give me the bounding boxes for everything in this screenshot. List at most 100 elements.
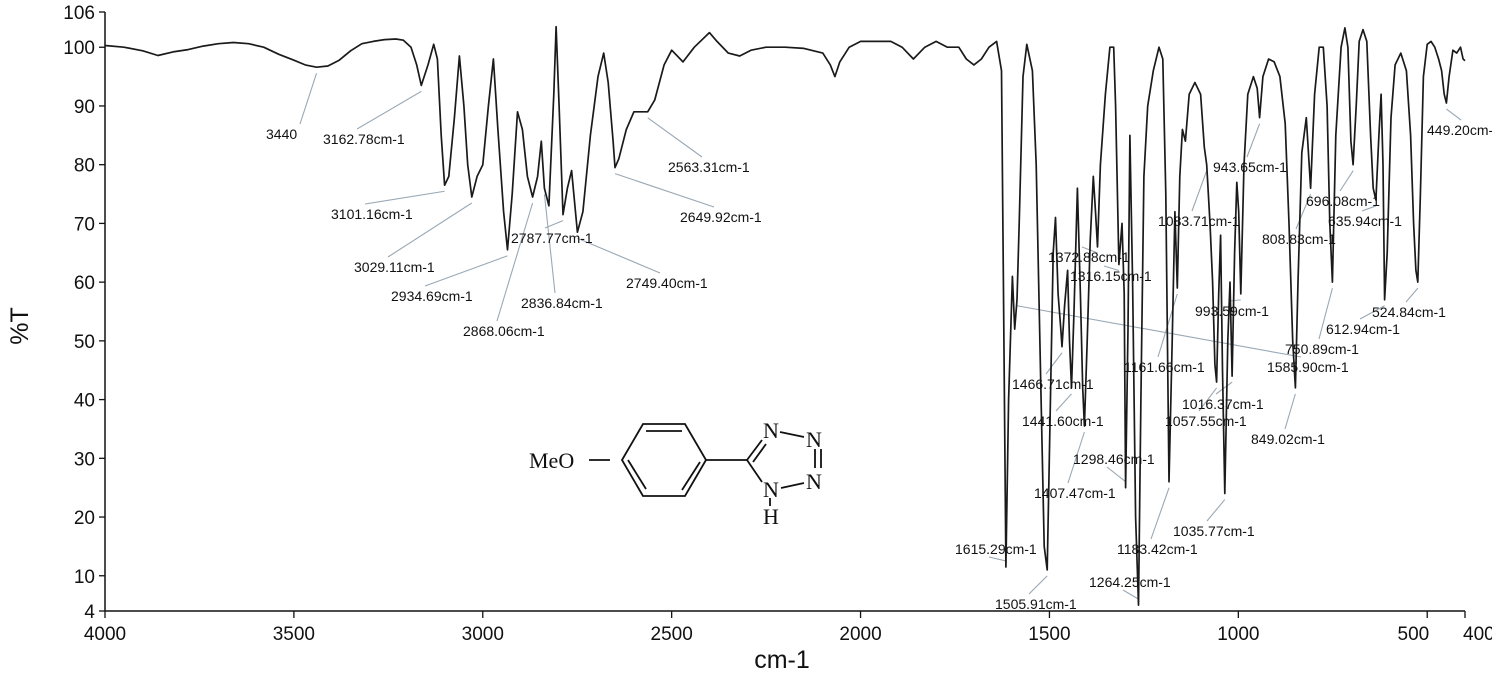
y-tick-label: 4 xyxy=(84,602,95,623)
peak-label: 2649.92cm-1 xyxy=(680,209,762,225)
peak-leader xyxy=(544,220,564,229)
x-tick-label: 2000 xyxy=(839,624,881,645)
y-axis-title: %T xyxy=(6,307,34,345)
peak-label: 1035.77cm-1 xyxy=(1173,523,1255,539)
peak-label: 750.89cm-1 xyxy=(1285,341,1359,357)
peak-label: 696.08cm-1 xyxy=(1306,193,1380,209)
peak-leader xyxy=(1446,108,1462,121)
x-tick-label: 1500 xyxy=(1028,624,1070,645)
peak-leader xyxy=(1106,466,1126,483)
peak-leader xyxy=(1045,352,1063,375)
peak-label: 1161.66cm-1 xyxy=(1124,359,1205,375)
x-tick-label: 3500 xyxy=(273,624,315,645)
peak-leader xyxy=(1284,393,1296,430)
peak-label: 2749.40cm-1 xyxy=(626,275,708,291)
peak-leader xyxy=(1405,287,1419,303)
peak-leader xyxy=(1359,305,1385,320)
peak-label: 1505.91cm-1 xyxy=(995,596,1077,612)
peak-leader xyxy=(387,202,473,258)
peak-label: 524.84cm-1 xyxy=(1372,304,1446,320)
peak-leader xyxy=(1198,387,1218,412)
peak-leader xyxy=(299,73,318,125)
y-tick-label: 70 xyxy=(74,214,95,235)
peak-label: 1615.29cm-1 xyxy=(955,541,1037,557)
peak-label: 849.02cm-1 xyxy=(1251,431,1325,447)
y-tick-label: 106 xyxy=(63,3,95,24)
peak-label: 2787.77cm-1 xyxy=(511,230,593,246)
peak-leader xyxy=(1103,265,1120,272)
peak-label: 1057.55cm-1 xyxy=(1165,413,1247,429)
x-axis-title: cm-1 xyxy=(754,646,810,674)
benzene-ring xyxy=(620,423,708,497)
y-tick-label: 90 xyxy=(74,97,95,118)
x-tick-label: 500 xyxy=(1398,624,1430,645)
peak-label: 1016.37cm-1 xyxy=(1182,396,1264,412)
peak-label: 1264.25cm-1 xyxy=(1089,574,1171,590)
peak-leader xyxy=(1295,193,1312,230)
peak-label: 2868.06cm-1 xyxy=(463,323,545,339)
n-atom-2: N xyxy=(806,427,822,452)
x-tick-label: 4000 xyxy=(84,624,126,645)
peak-label: 2836.84cm-1 xyxy=(521,295,603,311)
nh-atom: N xyxy=(763,477,779,502)
y-tick-label: 10 xyxy=(74,567,95,588)
peak-leader xyxy=(1318,287,1333,340)
peak-leader xyxy=(1055,393,1072,412)
peak-leader xyxy=(1206,499,1226,522)
y-tick-label: 80 xyxy=(74,156,95,177)
peak-leader xyxy=(1246,123,1261,158)
peak-label: 1585.90cm-1 xyxy=(1267,359,1349,375)
n-atom-3: N xyxy=(806,469,822,494)
structure-labels: MeO N N N N H xyxy=(529,418,822,529)
peak-label: 3101.16cm-1 xyxy=(331,206,413,222)
y-tick-label: 20 xyxy=(74,508,95,529)
peak-labels: 3440 3162.78cm-1 3101.16cm-1 3029.11cm-1 293… xyxy=(266,122,1492,612)
peak-leader xyxy=(364,190,445,205)
peak-leader xyxy=(1067,431,1085,484)
peak-label: 3029.11cm-1 xyxy=(354,259,435,275)
peak-label: 1372.88cm-1 xyxy=(1048,249,1130,265)
peak-label: 993.59cm-1 xyxy=(1195,303,1269,319)
methoxy-label: MeO xyxy=(529,448,574,473)
peak-leader xyxy=(1191,170,1208,212)
peak-leader xyxy=(543,194,556,294)
peak-label: 1466.71cm-1 xyxy=(1012,376,1094,392)
peak-leader xyxy=(988,556,1007,562)
peak-label: 612.94cm-1 xyxy=(1326,321,1400,337)
x-tick-label: 3000 xyxy=(462,624,504,645)
peak-label: 1083.71cm-1 xyxy=(1158,213,1240,229)
tetrazole-structure xyxy=(589,423,822,506)
spectrum-line xyxy=(104,25,1466,606)
peak-leader xyxy=(577,237,661,274)
peak-label: 943.65cm-1 xyxy=(1213,159,1287,175)
y-tick-label: 30 xyxy=(74,449,95,470)
peak-leader xyxy=(1339,170,1354,192)
peak-label: 1298.46cm-1 xyxy=(1073,451,1155,467)
y-tick-label: 40 xyxy=(74,391,95,412)
peak-label: 808.83cm-1 xyxy=(1262,231,1336,247)
y-tick-label: 100 xyxy=(63,38,95,59)
peak-leader xyxy=(424,255,508,287)
peak-leader xyxy=(1122,589,1139,600)
peak-label: 1316.15cm-1 xyxy=(1070,268,1152,284)
h-atom: H xyxy=(763,504,779,529)
x-ticks: 4000 3500 3000 2500 2000 1500 1000 500 400 xyxy=(84,611,1492,645)
peak-leader xyxy=(356,90,422,130)
peak-leader xyxy=(1361,205,1377,212)
peak-label: 1407.47cm-1 xyxy=(1034,485,1116,501)
peak-leader xyxy=(1215,381,1233,395)
peak-label: 1183.42cm-1 xyxy=(1117,541,1198,557)
peak-leader xyxy=(1028,575,1048,595)
peak-leader xyxy=(496,202,534,322)
x-tick-label: 400 xyxy=(1463,624,1492,645)
x-tick-label: 2500 xyxy=(651,624,693,645)
peak-leader xyxy=(647,117,703,158)
peak-label: 3440 xyxy=(266,126,297,142)
peak-label: 449.20cm-1 xyxy=(1427,122,1492,138)
peak-label: 3162.78cm-1 xyxy=(323,131,405,147)
x-tick-label: 1000 xyxy=(1217,624,1259,645)
y-tick-label: 60 xyxy=(74,273,95,294)
peak-label: 1441.60cm-1 xyxy=(1022,413,1104,429)
